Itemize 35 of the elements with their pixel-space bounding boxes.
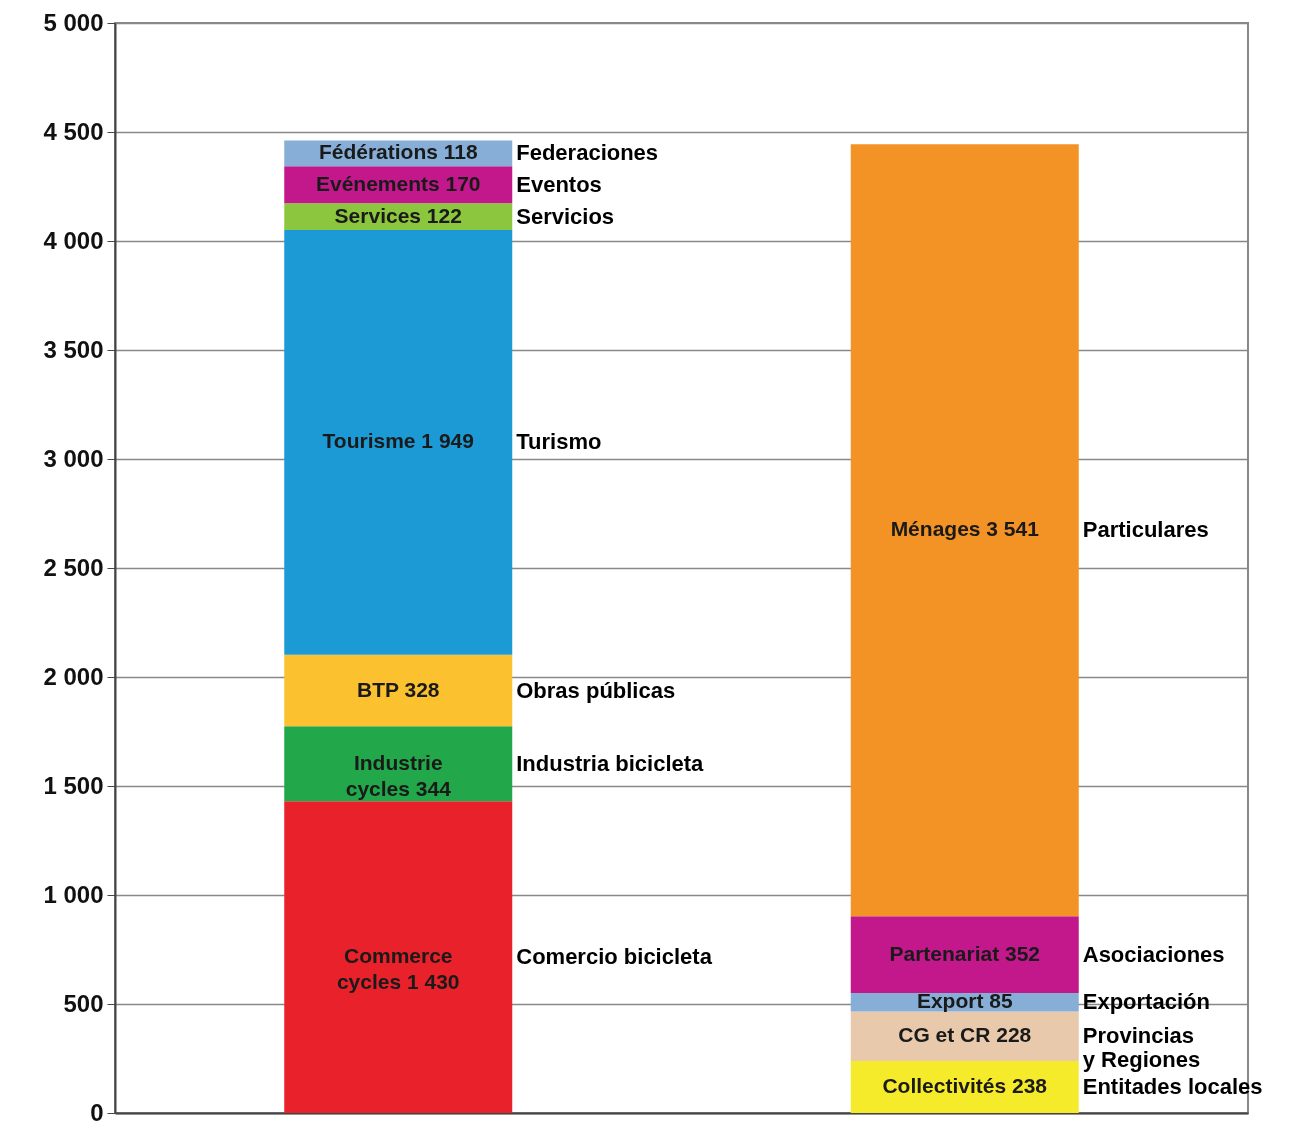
series-label: Industria bicicleta (516, 750, 705, 776)
data-label: CG et CR 228 (898, 1023, 1032, 1047)
y-tick-label: 500 (63, 989, 104, 1017)
y-tick-label: 3 000 (43, 444, 104, 472)
data-label: Fédérations 118 (318, 140, 478, 164)
data-label: Services 122 (334, 203, 462, 227)
data-label: BTP 328 (357, 677, 440, 701)
series-label: Provincias y Regiones (1082, 1023, 1201, 1073)
series-label: Federaciones (516, 140, 659, 166)
series-label: Obras públicas (516, 677, 676, 703)
series-label: Eventos (516, 171, 602, 197)
y-tick-label: 1 500 (43, 771, 104, 799)
series-label: Comercio bicicleta (516, 944, 713, 970)
y-tick-label: 4 000 (43, 226, 104, 254)
series-label: Entitades locales (1082, 1074, 1263, 1100)
y-tick-label: 4 500 (43, 117, 104, 145)
series-label: Particulares (1082, 517, 1209, 543)
series-label: Asociaciones (1082, 941, 1225, 967)
y-tick-label: 3 500 (43, 335, 104, 363)
data-label: Ménages 3 541 (890, 517, 1040, 541)
data-label: Partenariat 352 (889, 941, 1041, 965)
y-tick-label: 0 (90, 1098, 104, 1126)
y-tick-label: 5 000 (43, 8, 104, 36)
data-label: Export 85 (916, 989, 1013, 1013)
y-tick-label: 2 000 (43, 662, 104, 690)
data-label: Collectivités 238 (882, 1074, 1048, 1098)
series-label: Exportación (1082, 989, 1210, 1015)
data-label: Evénements 170 (315, 171, 481, 195)
y-tick-label: 2 500 (43, 553, 104, 581)
series-label: Servicios (516, 203, 615, 229)
series-label: Turismo (516, 429, 602, 455)
data-label: Tourisme 1 949 (322, 429, 474, 453)
data-label: Industrie cycles 344 (345, 750, 452, 800)
y-tick-label: 1 000 (43, 880, 104, 908)
data-label: Commerce cycles 1 430 (336, 944, 460, 994)
